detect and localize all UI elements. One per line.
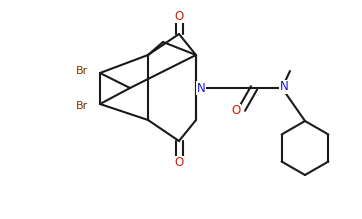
Text: O: O [231, 104, 241, 118]
Text: Br: Br [76, 66, 88, 76]
Text: N: N [279, 81, 289, 94]
Text: O: O [174, 9, 184, 23]
Text: N: N [197, 81, 205, 95]
Text: O: O [174, 157, 184, 170]
Text: Br: Br [76, 101, 88, 111]
